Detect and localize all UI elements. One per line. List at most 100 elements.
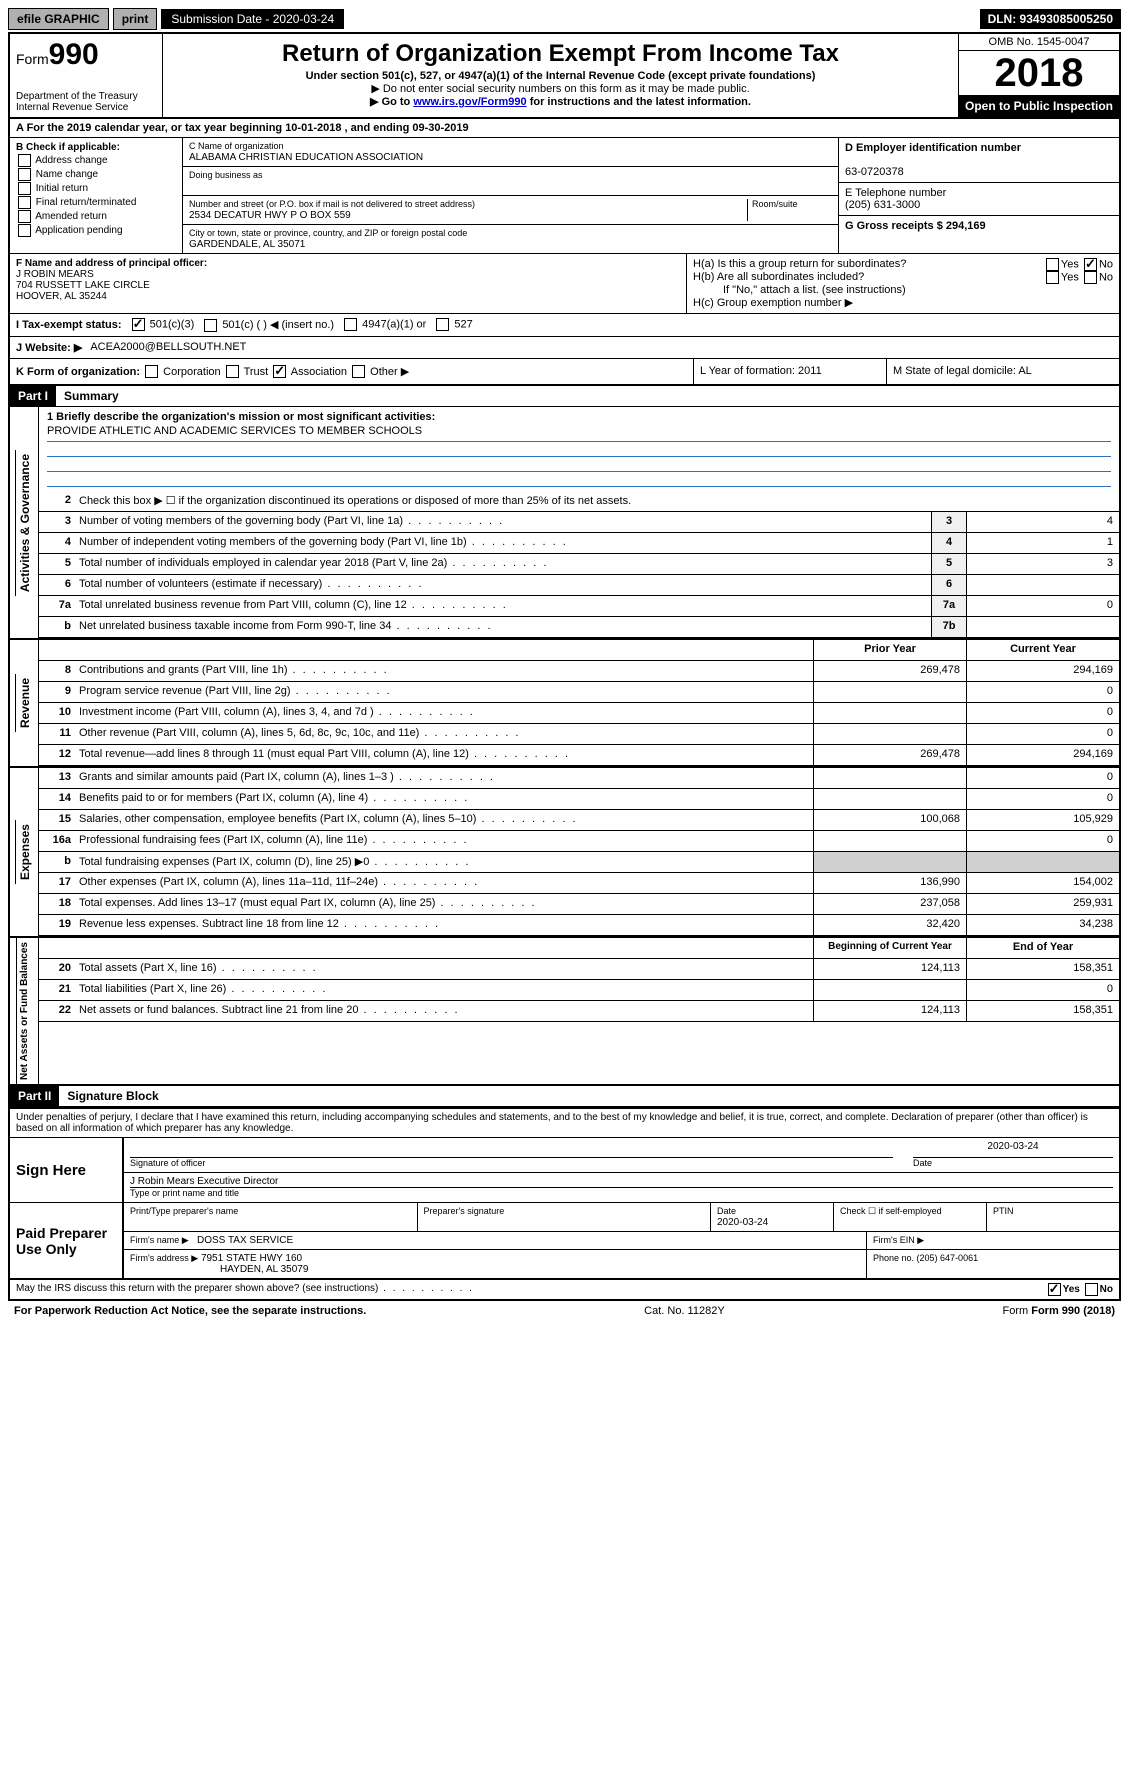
chk-4947[interactable]: 4947(a)(1) or bbox=[342, 318, 426, 331]
firm-name: DOSS TAX SERVICE bbox=[197, 1235, 293, 1246]
chk-app-pending[interactable]: Application pending bbox=[16, 224, 176, 237]
exp-line-19: 19Revenue less expenses. Subtract line 1… bbox=[39, 915, 1119, 936]
prep-date: 2020-03-24 bbox=[717, 1217, 768, 1228]
part-ii-tab: Part II bbox=[10, 1086, 59, 1106]
governance-section: Activities & Governance 1 Briefly descri… bbox=[10, 407, 1119, 640]
date-label: Date bbox=[913, 1158, 932, 1168]
row-a-tax-year: A For the 2019 calendar year, or tax yea… bbox=[10, 119, 1119, 138]
firm-phone: Phone no. (205) 647-0061 bbox=[873, 1253, 978, 1263]
part-i-header: Part I Summary bbox=[10, 386, 1119, 407]
prep-name-label: Print/Type preparer's name bbox=[130, 1206, 238, 1216]
col-b-checkboxes: B Check if applicable: Address change Na… bbox=[10, 138, 183, 253]
paid-preparer-label: Paid Preparer Use Only bbox=[10, 1203, 124, 1278]
exp-line-b: bTotal fundraising expenses (Part IX, co… bbox=[39, 852, 1119, 873]
dln-badge: DLN: 93493085005250 bbox=[980, 9, 1121, 29]
pra-notice: For Paperwork Reduction Act Notice, see … bbox=[14, 1305, 366, 1317]
k-label: K Form of organization: bbox=[16, 366, 140, 378]
gov-line-5: 5Total number of individuals employed in… bbox=[39, 554, 1119, 575]
part-ii-header: Part II Signature Block bbox=[10, 1086, 1119, 1107]
gov-line-7a: 7aTotal unrelated business revenue from … bbox=[39, 596, 1119, 617]
chk-final-return[interactable]: Final return/terminated bbox=[16, 196, 176, 209]
form-title: Return of Organization Exempt From Incom… bbox=[171, 40, 950, 68]
top-toolbar: efile GRAPHIC print Submission Date - 20… bbox=[8, 8, 1121, 30]
chk-527[interactable]: 527 bbox=[434, 318, 472, 331]
officer-addr2: HOOVER, AL 35244 bbox=[16, 291, 107, 302]
netassets-section: Net Assets or Fund Balances Beginning of… bbox=[10, 938, 1119, 1086]
chk-501c3[interactable]: 501(c)(3) bbox=[130, 318, 195, 331]
form-header: Form990 Department of the Treasury Inter… bbox=[10, 34, 1119, 119]
ssn-note: ▶ Do not enter social security numbers o… bbox=[171, 82, 950, 95]
sign-here-label: Sign Here bbox=[10, 1138, 124, 1202]
form-990-container: Form990 Department of the Treasury Inter… bbox=[8, 32, 1121, 1301]
col-h-group: H(a) Is this a group return for subordin… bbox=[687, 254, 1119, 313]
form-subtitle: Under section 501(c), 527, or 4947(a)(1)… bbox=[171, 70, 950, 82]
exp-line-15: 15Salaries, other compensation, employee… bbox=[39, 810, 1119, 831]
chk-amended[interactable]: Amended return bbox=[16, 210, 176, 223]
rev-line-8: 8Contributions and grants (Part VIII, li… bbox=[39, 661, 1119, 682]
ha-label: H(a) Is this a group return for subordin… bbox=[693, 258, 906, 271]
exp-line-18: 18Total expenses. Add lines 13–17 (must … bbox=[39, 894, 1119, 915]
rev-line-11: 11Other revenue (Part VIII, column (A), … bbox=[39, 724, 1119, 745]
sign-here-row: Sign Here Signature of officer 2020-03-2… bbox=[10, 1138, 1119, 1203]
mission-text: PROVIDE ATHLETIC AND ACADEMIC SERVICES T… bbox=[47, 423, 1111, 442]
chk-name-change[interactable]: Name change bbox=[16, 168, 176, 181]
col-right-deg: D Employer identification number 63-0720… bbox=[838, 138, 1119, 253]
org-city: GARDENDALE, AL 35071 bbox=[189, 239, 305, 250]
b-label: B Check if applicable: bbox=[16, 142, 120, 153]
chk-501c[interactable]: 501(c) ( ) ◀ (insert no.) bbox=[202, 318, 334, 332]
phone-value: (205) 631-3000 bbox=[845, 199, 920, 211]
gov-line-3: 3Number of voting members of the governi… bbox=[39, 512, 1119, 533]
print-button[interactable]: print bbox=[113, 8, 158, 30]
row-k-l-m: K Form of organization: Corporation Trus… bbox=[10, 359, 1119, 387]
chk-address-change[interactable]: Address change bbox=[16, 154, 176, 167]
f-label: F Name and address of principal officer: bbox=[16, 258, 207, 269]
chk-corp[interactable]: Corporation bbox=[143, 366, 221, 378]
rev-line-9: 9Program service revenue (Part VIII, lin… bbox=[39, 682, 1119, 703]
col-f-officer: F Name and address of principal officer:… bbox=[10, 254, 687, 313]
efile-badge: efile GRAPHIC bbox=[8, 8, 109, 30]
d-ein-label: D Employer identification number bbox=[845, 142, 1021, 154]
chk-initial-return[interactable]: Initial return bbox=[16, 182, 176, 195]
k-form-org: K Form of organization: Corporation Trus… bbox=[10, 359, 694, 385]
open-public-badge: Open to Public Inspection bbox=[959, 95, 1119, 117]
room-label: Room/suite bbox=[752, 199, 798, 209]
c-name-label: C Name of organization bbox=[189, 141, 284, 151]
gov-line-b: bNet unrelated business taxable income f… bbox=[39, 617, 1119, 638]
firm-ein-label: Firm's EIN ▶ bbox=[873, 1235, 924, 1245]
line1-label: 1 Briefly describe the organization's mi… bbox=[47, 411, 435, 423]
chk-other[interactable]: Other ▶ bbox=[350, 366, 409, 378]
hb-no: No bbox=[1099, 271, 1113, 283]
net-line-20: 20Total assets (Part X, line 16)124,1131… bbox=[39, 959, 1119, 980]
l-year-formation: L Year of formation: 2011 bbox=[694, 359, 887, 385]
gov-line-4: 4Number of independent voting members of… bbox=[39, 533, 1119, 554]
part-i-tab: Part I bbox=[10, 386, 56, 406]
discuss-no-check[interactable] bbox=[1085, 1283, 1098, 1296]
discuss-yes: Yes bbox=[1063, 1284, 1080, 1295]
exp-line-13: 13Grants and similar amounts paid (Part … bbox=[39, 768, 1119, 789]
dept-label: Department of the Treasury bbox=[16, 91, 156, 102]
officer-addr1: 704 RUSSETT LAKE CIRCLE bbox=[16, 280, 150, 291]
firm-addr-label: Firm's address ▶ bbox=[130, 1253, 198, 1263]
discuss-yes-check[interactable] bbox=[1048, 1283, 1061, 1296]
line2-desc: Check this box ▶ ☐ if the organization d… bbox=[75, 491, 1119, 511]
addr-label: Number and street (or P.O. box if mail i… bbox=[189, 199, 475, 209]
exp-line-16a: 16aProfessional fundraising fees (Part I… bbox=[39, 831, 1119, 852]
exp-line-17: 17Other expenses (Part IX, column (A), l… bbox=[39, 873, 1119, 894]
submission-date-badge: Submission Date - 2020-03-24 bbox=[161, 9, 344, 29]
prep-sig-label: Preparer's signature bbox=[424, 1206, 505, 1216]
chk-assoc[interactable]: Association bbox=[271, 366, 347, 378]
org-address: 2534 DECATUR HWY P O BOX 559 bbox=[189, 210, 351, 221]
form-number-big: 990 bbox=[49, 38, 99, 71]
discuss-row: May the IRS discuss this return with the… bbox=[10, 1279, 1119, 1299]
discuss-no: No bbox=[1100, 1284, 1113, 1295]
chk-trust[interactable]: Trust bbox=[224, 366, 269, 378]
irs-link[interactable]: www.irs.gov/Form990 bbox=[413, 96, 526, 108]
form-ref: Form Form 990 (2018) bbox=[1003, 1305, 1116, 1317]
org-info-section: B Check if applicable: Address change Na… bbox=[10, 138, 1119, 254]
form-number: Form990 bbox=[16, 38, 156, 72]
exp-vlabel: Expenses bbox=[15, 820, 34, 884]
goto-note: ▶ Go to www.irs.gov/Form990 for instruct… bbox=[171, 95, 950, 108]
firm-addr1: 7951 STATE HWY 160 bbox=[201, 1253, 302, 1264]
hb-label: H(b) Are all subordinates included? bbox=[693, 271, 864, 284]
net-line-22: 22Net assets or fund balances. Subtract … bbox=[39, 1001, 1119, 1022]
